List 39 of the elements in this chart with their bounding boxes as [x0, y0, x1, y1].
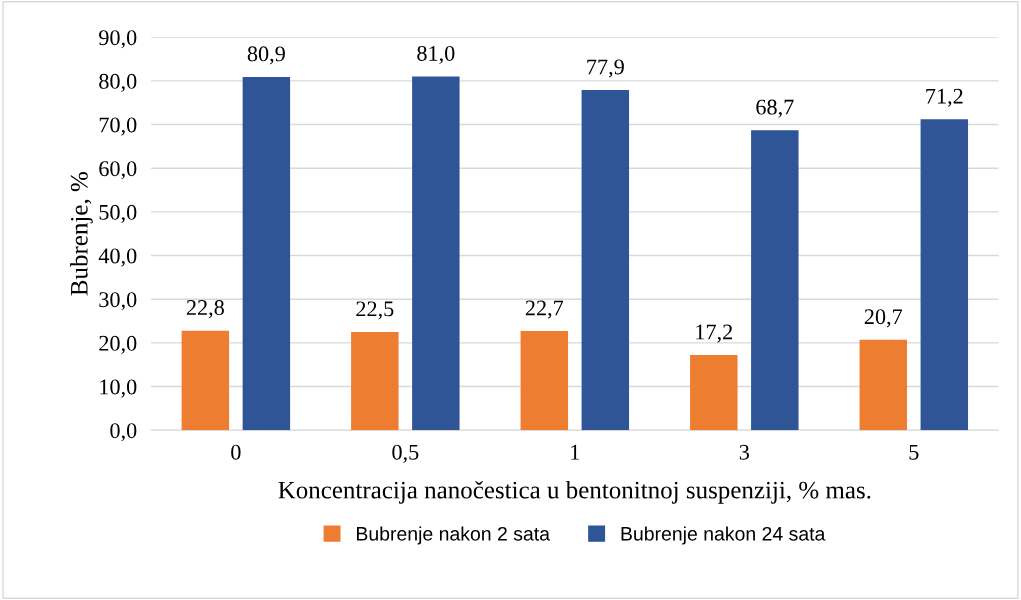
bar [859, 339, 908, 431]
y-axis-title: Bubrenje, % [70, 172, 93, 296]
x-tick-label: 0,5 [392, 444, 419, 463]
x-tick-label: 1 [571, 444, 580, 460]
y-tick-label: 10,0 [100, 379, 137, 398]
y-tick-label: 80,0 [99, 73, 137, 92]
bar [690, 355, 738, 431]
data-label: 22,8 [186, 300, 224, 319]
legend-label: Bubrenje nakon 24 sata [621, 526, 826, 545]
data-label: 20,7 [864, 309, 903, 328]
bar [520, 331, 569, 431]
y-tick-label: 20,0 [99, 335, 137, 354]
data-label: 80,9 [247, 46, 285, 65]
y-tick-label: 70,0 [99, 117, 137, 136]
y-tick-label: 60,0 [99, 161, 137, 180]
y-tick-label: 50,0 [99, 204, 137, 223]
bar [581, 90, 630, 431]
data-label: 22,7 [525, 300, 564, 319]
bar [242, 76, 291, 431]
bar [751, 130, 799, 431]
legend-label: Bubrenje nakon 2 sata [357, 526, 550, 545]
data-label: 17,2 [696, 324, 733, 343]
y-tick-label: 40,0 [98, 248, 137, 267]
data-label: 81,0 [417, 45, 455, 65]
y-tick-label: 90,0 [99, 30, 137, 49]
x-tick-label: 5 [909, 444, 919, 460]
x-tick-label: 0 [231, 444, 241, 460]
data-label: 22,5 [356, 301, 394, 320]
bar [181, 330, 230, 431]
x-tick-label: 3 [739, 444, 749, 460]
x-axis-title: Koncentracija nanočestica u bentonitnoj suspenziji, % mas. [278, 480, 871, 504]
bar [351, 331, 399, 431]
data-label: 77,9 [587, 59, 624, 78]
y-tick-label: 0,0 [110, 423, 137, 442]
bar [920, 119, 969, 431]
y-tick-label: 30,0 [99, 292, 137, 311]
bar [412, 76, 460, 431]
data-label: 68,7 [756, 99, 794, 118]
data-label: 71,2 [926, 88, 963, 107]
